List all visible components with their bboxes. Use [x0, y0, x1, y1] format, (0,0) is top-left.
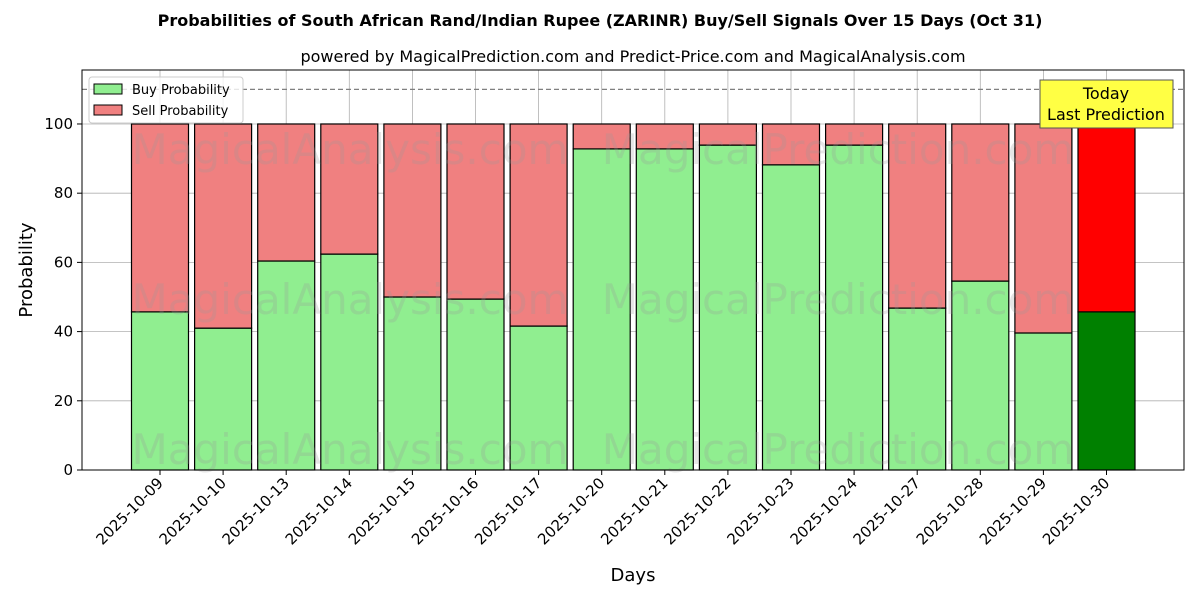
watermark-text: MagicalAnalysis.com	[132, 275, 569, 324]
x-tick-label: 2025-10-09	[92, 474, 166, 548]
buy-bar	[888, 307, 947, 471]
sell-bar	[888, 123, 947, 309]
buy-bar	[320, 253, 379, 471]
buy-bar	[698, 144, 758, 471]
sell-bar	[824, 123, 884, 146]
watermark-text: MagicalPrediction.com	[602, 125, 1075, 174]
buy-bar	[1077, 311, 1136, 471]
x-tick-label: 2025-10-23	[723, 474, 797, 548]
annotation-box	[1039, 79, 1174, 129]
annotation-line1: Today	[1082, 84, 1129, 103]
sell-bar	[383, 123, 442, 298]
x-tick-label: 2025-10-21	[597, 474, 671, 548]
y-tick-label: 80	[54, 184, 73, 202]
buy-bar	[194, 327, 253, 471]
y-axis-label: Probability	[16, 222, 37, 317]
x-tick-label: 2025-10-17	[471, 474, 545, 548]
buy-bar	[1014, 332, 1073, 471]
sell-bar	[1014, 123, 1073, 334]
legend-sell-label: Sell Probability	[132, 104, 229, 119]
buy-bar	[824, 144, 884, 471]
legend: Buy Probability Sell Probability	[88, 76, 244, 124]
x-tick-label: 2025-10-30	[1039, 474, 1113, 548]
x-tick-label: 2025-10-28	[913, 474, 987, 548]
sell-bar	[572, 123, 631, 150]
watermark-text: MagicalPrediction.com	[602, 425, 1075, 474]
sell-bar	[130, 123, 190, 313]
buy-bar	[635, 148, 694, 471]
sell-bar	[761, 123, 821, 166]
legend-buy-label: Buy Probability	[132, 83, 230, 98]
x-tick-label: 2025-10-22	[660, 474, 734, 548]
legend-buy-swatch	[93, 83, 123, 95]
y-tick-label: 0	[63, 461, 73, 479]
sell-bar	[1077, 123, 1136, 313]
buy-bar	[572, 148, 631, 471]
sell-bar	[194, 123, 253, 329]
sell-bar	[698, 123, 758, 146]
sell-bar	[257, 123, 316, 262]
x-axis-label: Days	[611, 565, 656, 586]
annotation-line2: Last Prediction	[1047, 105, 1165, 124]
x-tick-label: 2025-10-24	[787, 474, 861, 548]
x-tick-label: 2025-10-16	[408, 474, 482, 548]
today-annotation: Today Last Prediction	[1039, 79, 1174, 129]
x-tick-label: 2025-10-29	[976, 474, 1050, 548]
x-tick-label: 2025-10-13	[219, 474, 293, 548]
chart-subtitle: powered by MagicalPrediction.com and Pre…	[300, 47, 965, 66]
chart-title: Probabilities of South African Rand/Indi…	[158, 11, 1043, 30]
buy-bar	[257, 260, 316, 471]
sell-bar	[446, 123, 505, 300]
buy-bar	[383, 296, 442, 471]
sell-bar	[951, 123, 1010, 282]
watermark-text: MagicalAnalysis.com	[132, 125, 569, 174]
y-tick-label: 40	[54, 323, 73, 341]
watermark-text: MagicalAnalysis.com	[132, 425, 569, 474]
sell-bar	[635, 123, 694, 150]
x-tick-label: 2025-10-15	[345, 474, 419, 548]
buy-bar	[446, 298, 505, 471]
sell-bar	[509, 123, 568, 327]
plot-frame	[81, 69, 1185, 471]
x-tick-label: 2025-10-10	[156, 474, 230, 548]
y-tick-label: 60	[54, 253, 73, 271]
x-tick-label: 2025-10-20	[534, 474, 608, 548]
sell-bar	[320, 123, 379, 255]
y-tick-label: 100	[44, 115, 73, 133]
buy-bar	[509, 325, 568, 471]
legend-sell-swatch	[93, 104, 123, 116]
buy-bar	[951, 280, 1010, 471]
x-tick-label: 2025-10-27	[850, 474, 924, 548]
y-tick-label: 20	[54, 392, 73, 410]
buy-bar	[761, 164, 821, 471]
legend-box	[88, 76, 244, 124]
watermark-text: MagicalPrediction.com	[602, 275, 1075, 324]
x-tick-label: 2025-10-14	[282, 474, 356, 548]
